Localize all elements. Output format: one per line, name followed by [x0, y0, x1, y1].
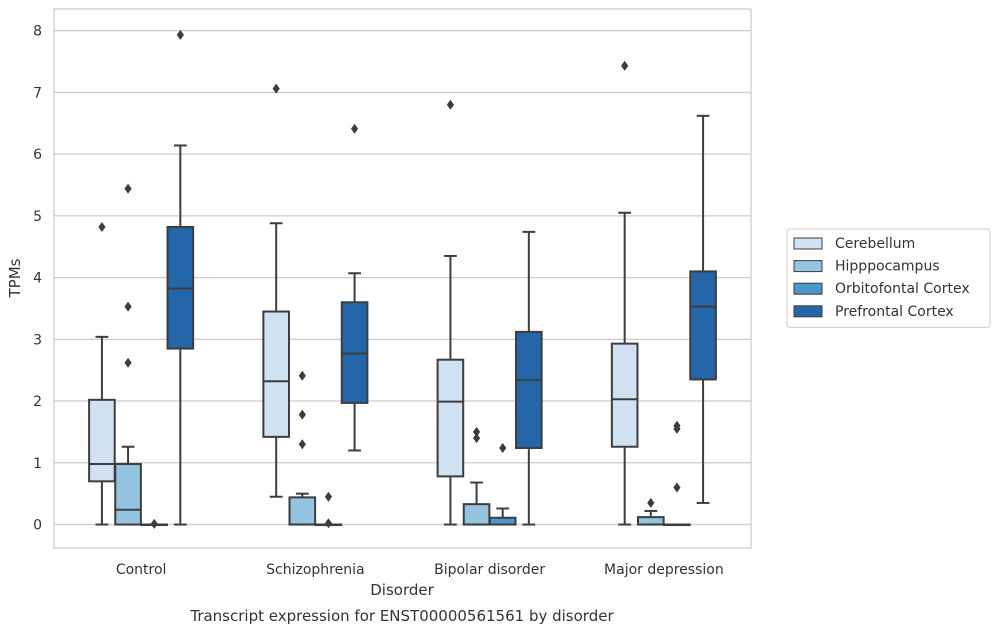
- y-tick-label: 8: [33, 24, 42, 40]
- box-group: [314, 491, 343, 529]
- box-group: [288, 370, 317, 526]
- box-group: [114, 183, 142, 526]
- outlier-point: [324, 518, 333, 529]
- legend-swatch: [793, 282, 823, 295]
- y-tick-label: 6: [33, 147, 42, 163]
- legend-label: Orbitofontal Cortex: [835, 281, 970, 297]
- box: [515, 330, 543, 449]
- box: [436, 358, 465, 478]
- outlier-point: [499, 442, 507, 453]
- x-tick-label: Control: [116, 562, 167, 578]
- box: [610, 342, 639, 448]
- outlier-point: [124, 183, 132, 194]
- outlier-point: [98, 221, 106, 232]
- x-tick-label: Major depression: [604, 562, 724, 578]
- box-group: [88, 221, 116, 526]
- box-group: [663, 420, 691, 527]
- box-group: [262, 83, 290, 498]
- y-axis-title: TPMs: [6, 258, 24, 298]
- box: [689, 270, 717, 381]
- box-group: [166, 29, 195, 526]
- legend-label: Hipppocampus: [835, 259, 940, 275]
- plot-area: [54, 9, 751, 548]
- x-tick-label: Bipolar disorder: [434, 562, 545, 578]
- plot-frame: [53, 8, 752, 549]
- y-tick-label: 0: [33, 518, 42, 534]
- legend-swatch: [793, 260, 823, 273]
- box-group: [436, 99, 465, 526]
- outlier-point: [176, 29, 184, 40]
- y-tick-label: 1: [33, 456, 42, 472]
- y-tick-label: 7: [33, 85, 42, 101]
- legend: Cerebellum Hipppocampus Orbitofontal Corte…: [786, 228, 991, 328]
- box-group: [689, 114, 717, 504]
- outlier-point: [472, 426, 481, 437]
- chart-caption: Transcript expression for ENST0000056156…: [189, 607, 614, 625]
- legend-swatch: [793, 237, 823, 250]
- box: [636, 516, 665, 526]
- y-tick-label: 5: [33, 209, 42, 225]
- box-group: [340, 123, 369, 452]
- box-group: [636, 497, 665, 526]
- legend-swatch: [793, 305, 823, 318]
- y-tick-label: 2: [33, 394, 42, 410]
- outlier-point: [647, 497, 655, 508]
- box-group: [462, 426, 491, 526]
- y-tick-label: 4: [33, 271, 42, 287]
- box-group: [140, 518, 169, 529]
- outlier-point: [350, 123, 359, 134]
- box: [488, 516, 517, 526]
- outlier-point: [124, 301, 132, 312]
- box: [462, 503, 491, 526]
- legend-label: Prefrontal Cortex: [835, 304, 954, 320]
- outlier-point: [298, 370, 306, 381]
- y-axis-ticks: 0 1 2 3 4 5 6 7 8: [33, 24, 42, 534]
- box: [262, 310, 290, 438]
- box: [114, 463, 142, 526]
- outlier-point: [298, 439, 306, 450]
- box-series: [88, 29, 717, 529]
- x-tick-label: Schizophrenia: [266, 562, 364, 578]
- outlier-point: [621, 60, 629, 71]
- outlier-point: [298, 409, 306, 420]
- legend-frame: [786, 228, 991, 328]
- box: [288, 496, 317, 526]
- box-group: [488, 442, 517, 526]
- box-group: [515, 230, 543, 526]
- outlier-point: [272, 83, 280, 94]
- outlier-point: [673, 420, 681, 431]
- outlier-point: [324, 491, 333, 502]
- box-group: [610, 60, 639, 526]
- outlier-point: [124, 357, 132, 368]
- outlier-point: [446, 99, 455, 110]
- outlier-point: [150, 518, 158, 529]
- x-axis-ticks: Control Schizophrenia Bipolar disorder Majo…: [116, 562, 724, 578]
- outlier-point: [472, 433, 481, 444]
- box: [88, 398, 116, 483]
- x-axis-title: Disorder: [370, 581, 434, 599]
- outlier-point: [673, 482, 681, 493]
- y-tick-label: 3: [33, 332, 42, 348]
- legend-label: Cerebellum: [835, 236, 915, 252]
